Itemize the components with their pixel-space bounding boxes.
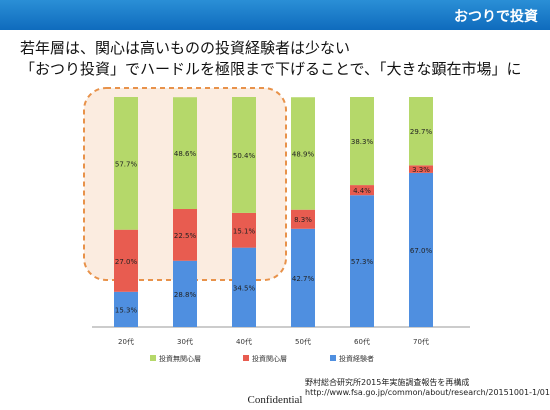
data-label-60代-投資無関心層: 38.3% bbox=[351, 138, 374, 146]
legend-label-投資無関心層: 投資無関心層 bbox=[159, 354, 201, 363]
data-label-30代-投資関心層: 22.5% bbox=[174, 232, 197, 240]
source-note: 野村総合研究所2015年実施調査報告を再構成 http://www.fsa.go… bbox=[305, 378, 550, 398]
headline-line-2: 「おつり投資」でハードルを極限まで下げることで、「大きな顕在市場」に bbox=[20, 60, 522, 78]
source-line-1: 野村総合研究所2015年実施調査報告を再構成 bbox=[305, 378, 470, 387]
bar-60代-投資経験者 bbox=[350, 195, 374, 327]
headline-line-1: 若年層は、関心は高いものの投資経験者は少ない bbox=[20, 39, 351, 57]
legend-swatch-投資経験者 bbox=[330, 355, 336, 361]
bar-20代-投資無関心層 bbox=[114, 97, 138, 230]
confidential-footer: Confidential bbox=[247, 394, 303, 406]
data-label-40代-投資無関心層: 50.4% bbox=[233, 152, 256, 160]
bar-60代-投資関心層 bbox=[350, 185, 374, 196]
data-label-70代-投資関心層: 3.3% bbox=[412, 166, 430, 174]
data-label-20代-投資無関心層: 57.7% bbox=[115, 160, 138, 168]
data-label-40代-投資関心層: 15.1% bbox=[233, 227, 256, 235]
bar-30代-投資経験者 bbox=[173, 260, 197, 327]
data-label-70代-投資経験者: 67.0% bbox=[410, 247, 433, 255]
bar-50代-投資無関心層 bbox=[291, 97, 315, 210]
tick-label-50代: 50代 bbox=[295, 337, 311, 346]
data-label-30代-投資無関心層: 48.6% bbox=[174, 150, 197, 158]
bar-40代-投資関心層 bbox=[232, 212, 256, 248]
tick-label-30代: 30代 bbox=[177, 337, 193, 346]
legend-swatch-投資無関心層 bbox=[150, 355, 156, 361]
data-label-20代-投資経験者: 15.3% bbox=[115, 306, 138, 314]
bar-50代-投資関心層 bbox=[291, 209, 315, 229]
legend-label-投資関心層: 投資関心層 bbox=[252, 354, 287, 363]
legend-swatch-投資関心層 bbox=[243, 355, 249, 361]
bar-70代-投資経験者 bbox=[409, 172, 433, 327]
header-bar: おつりで投資 bbox=[0, 0, 550, 30]
data-label-60代-投資経験者: 57.3% bbox=[351, 258, 374, 266]
tick-label-60代: 60代 bbox=[354, 337, 370, 346]
bar-30代-投資関心層 bbox=[173, 209, 197, 261]
legend-label-投資経験者: 投資経験者 bbox=[339, 354, 374, 363]
bar-20代-投資経験者 bbox=[114, 291, 138, 327]
data-label-40代-投資経験者: 34.5% bbox=[233, 284, 256, 292]
bar-70代-投資関心層 bbox=[409, 165, 433, 173]
bar-60代-投資無関心層 bbox=[350, 97, 374, 186]
data-label-50代-投資無関心層: 48.9% bbox=[292, 150, 315, 158]
data-label-50代-投資関心層: 8.3% bbox=[294, 216, 312, 224]
page-title: おつりで投資 bbox=[454, 9, 538, 25]
data-label-60代-投資関心層: 4.4% bbox=[353, 187, 371, 195]
bar-40代-投資無関心層 bbox=[232, 97, 256, 213]
headline: 若年層は、関心は高いものの投資経験者は少ない 「おつり投資」でハードルを極限まで… bbox=[20, 38, 540, 80]
tick-label-70代: 70代 bbox=[413, 337, 429, 346]
bar-50代-投資経験者 bbox=[291, 228, 315, 327]
data-label-20代-投資関心層: 27.0% bbox=[115, 258, 138, 266]
bar-70代-投資無関心層 bbox=[409, 97, 433, 166]
bar-30代-投資無関心層 bbox=[173, 97, 197, 210]
bar-40代-投資経験者 bbox=[232, 247, 256, 327]
data-label-30代-投資経験者: 28.8% bbox=[174, 291, 197, 299]
data-label-50代-投資経験者: 42.7% bbox=[292, 275, 315, 283]
bar-20代-投資関心層 bbox=[114, 229, 138, 292]
tick-label-20代: 20代 bbox=[118, 337, 134, 346]
source-url: http://www.fsa.go.jp/common/about/resear… bbox=[305, 388, 550, 397]
data-label-70代-投資無関心層: 29.7% bbox=[410, 128, 433, 136]
tick-label-40代: 40代 bbox=[236, 337, 252, 346]
